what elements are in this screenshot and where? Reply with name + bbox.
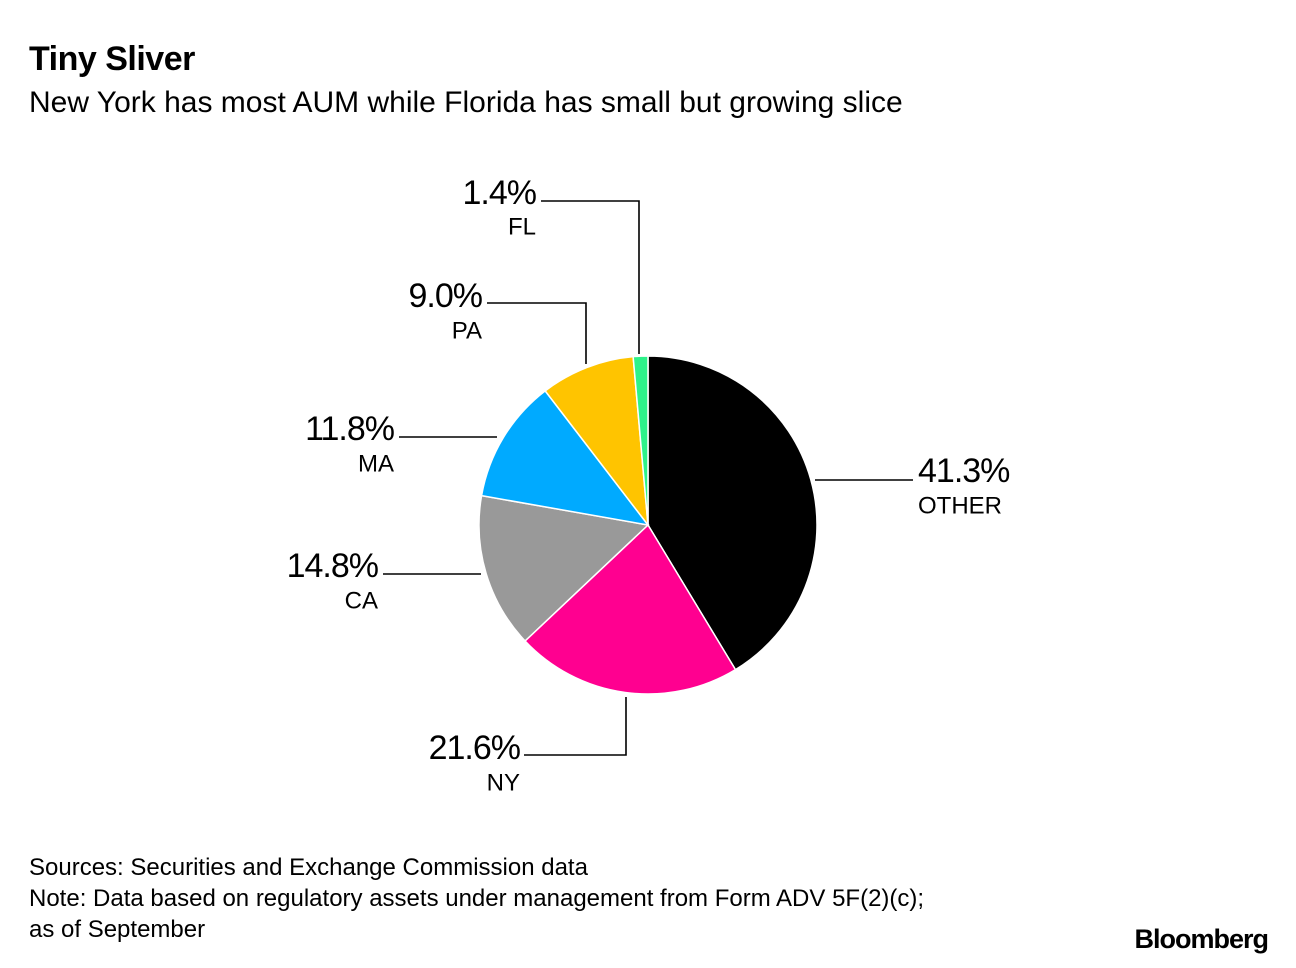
methodology-note-continued: as of September: [29, 916, 206, 943]
value-label-other: 41.3%: [918, 452, 1010, 490]
leader-line-fl: [541, 200, 640, 354]
methodology-note: Note: Data based on regulatory assets un…: [29, 885, 925, 912]
pie-slice-ca: [478, 494, 650, 643]
category-label-ny: NY: [487, 769, 520, 796]
pie-slice-ma: [480, 389, 650, 527]
pie-slice-fl: [632, 355, 649, 526]
value-label-fl: 1.4%: [463, 174, 537, 212]
category-label-ma: MA: [358, 450, 394, 477]
footer: Sources: Securities and Exchange Commiss…: [29, 852, 924, 945]
category-label-ca: CA: [345, 587, 378, 614]
category-label-pa: PA: [452, 317, 482, 344]
leader-line-pa: [487, 302, 587, 364]
sources-note: Sources: Securities and Exchange Commiss…: [29, 854, 588, 881]
chart-subtitle: New York has most AUM while Florida has …: [29, 86, 903, 119]
pie-slice-other: [647, 355, 818, 671]
category-label-other: OTHER: [918, 492, 1002, 519]
bloomberg-logo: Bloomberg: [1134, 924, 1269, 954]
chart-title: Tiny Sliver: [29, 40, 195, 78]
category-label-fl: FL: [508, 213, 536, 240]
value-label-ny: 21.6%: [429, 729, 521, 767]
pie-slice-ny: [524, 523, 737, 695]
value-label-ma: 11.8%: [305, 410, 395, 448]
leader-line-ny: [524, 697, 627, 756]
value-label-ca: 14.8%: [287, 547, 379, 585]
pie-slice-pa: [544, 355, 649, 528]
value-label-pa: 9.0%: [409, 277, 483, 315]
